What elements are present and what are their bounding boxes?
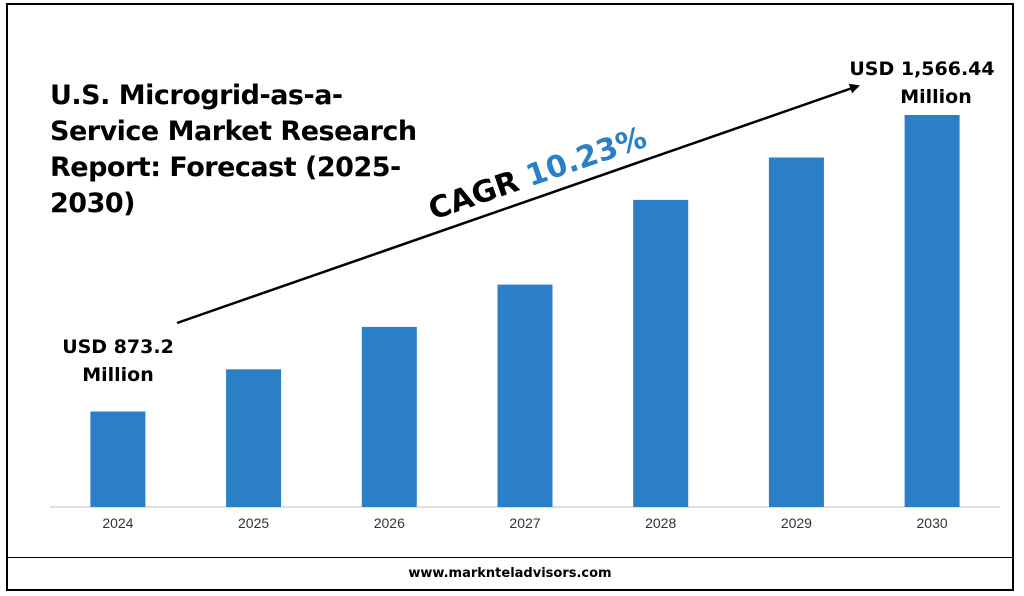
bar-2028: [633, 199, 689, 507]
x-tick-label-2027: 2027: [509, 515, 540, 531]
bar-2027: [497, 284, 553, 507]
end-value-line2: Million: [900, 86, 972, 108]
cagr-label: CAGR: [424, 164, 523, 227]
footer-bar: www.marknteladvisors.com: [6, 557, 1014, 591]
start-value-line1: USD 873.2: [62, 336, 174, 358]
start-value-line2: Million: [82, 364, 154, 386]
x-tick-label-2025: 2025: [238, 515, 269, 531]
x-tick-label-2028: 2028: [645, 515, 676, 531]
bar-2025: [226, 369, 282, 507]
cagr-arrow: [176, 83, 860, 325]
bar-2029: [768, 157, 824, 507]
bar-2024: [90, 411, 146, 507]
bar-2026: [361, 326, 417, 507]
x-tick-label-2029: 2029: [781, 515, 812, 531]
footer-url: www.marknteladvisors.com: [408, 566, 612, 581]
end-value-line1: USD 1,566.44: [849, 58, 994, 80]
x-tick-label-2030: 2030: [917, 515, 948, 531]
bar-2030: [904, 115, 960, 507]
chart-title: U.S. Microgrid-as-a-Service Market Resea…: [50, 80, 417, 219]
cagr-text: CAGR10.23%: [424, 120, 651, 227]
x-tick-label-2024: 2024: [102, 515, 133, 531]
cagr-value: 10.23%: [522, 120, 652, 194]
x-tick-label-2026: 2026: [374, 515, 405, 531]
